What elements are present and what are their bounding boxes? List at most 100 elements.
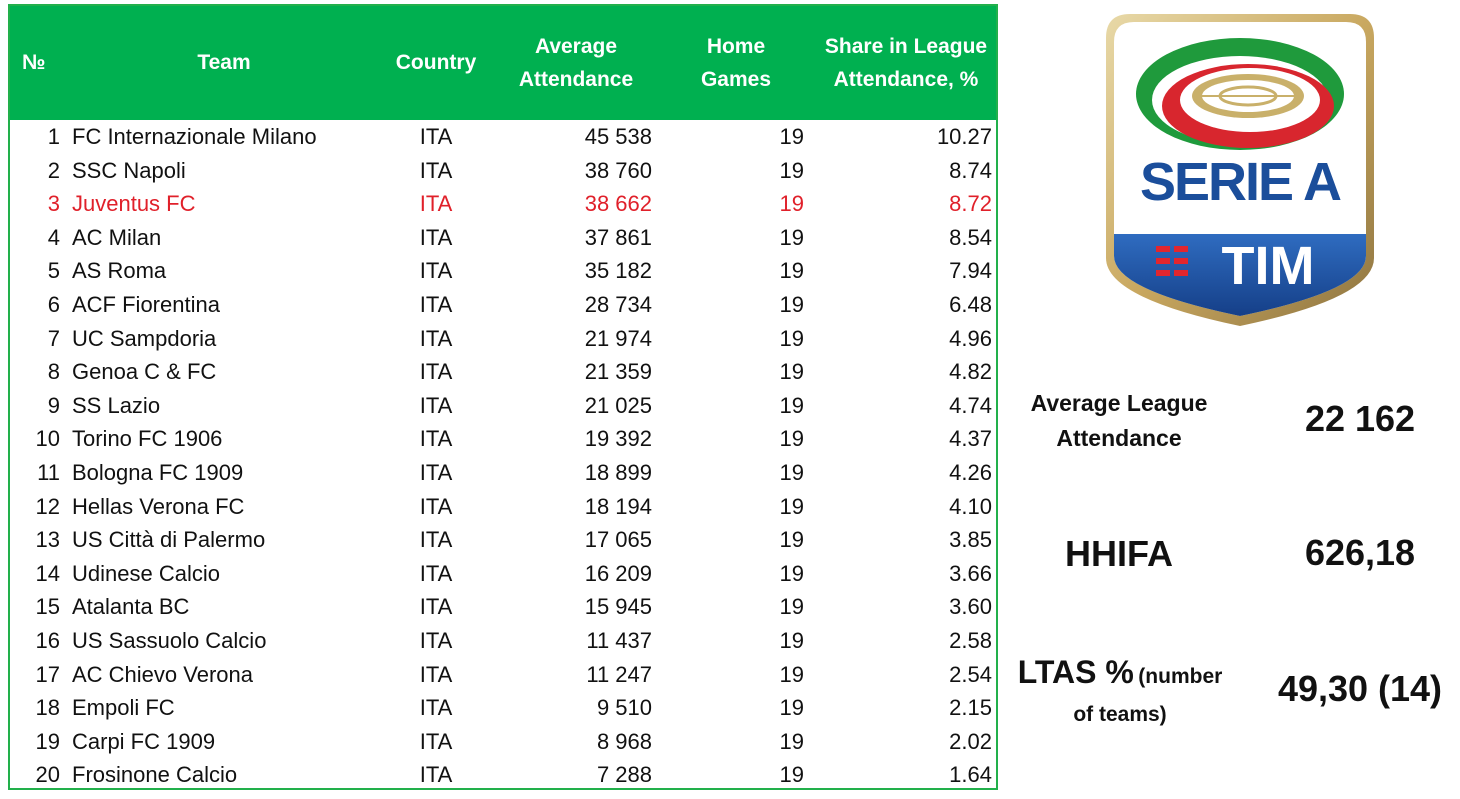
team-name: SSC Napoli [72, 157, 186, 183]
team-name: Juventus FC [72, 191, 196, 217]
country-code: ITA [419, 124, 453, 149]
country-code: ITA [419, 191, 453, 217]
country-code: ITA [419, 728, 453, 754]
share-percent: 3.85 [949, 527, 992, 553]
table-row: 15 Atalanta BC ITA 15 945 19 3.60 [10, 590, 996, 624]
average-attendance: 16 209 [584, 560, 652, 586]
row-number: 11 [37, 459, 60, 485]
share-percent: 4.74 [949, 392, 992, 418]
row-number: 19 [35, 728, 60, 754]
average-attendance: 21 974 [584, 325, 652, 351]
average-attendance: 7 288 [596, 762, 652, 788]
team-name: Udinese Calcio [72, 560, 220, 586]
average-attendance: 15 945 [584, 594, 652, 620]
share-percent: 7.94 [949, 258, 992, 284]
home-games: 19 [779, 426, 804, 452]
share-percent: 2.15 [949, 695, 992, 721]
table-row: 14 Udinese Calcio ITA 16 209 19 3.66 [10, 557, 996, 591]
table-row: 17 AC Chievo Verona ITA 11 247 19 2.54 [10, 658, 996, 692]
average-attendance: 38 662 [584, 191, 652, 217]
home-games: 19 [779, 527, 804, 553]
ltas-value: 49,30 (14) [1277, 668, 1443, 709]
row-number: 7 [47, 325, 60, 351]
row-number: 6 [47, 291, 60, 317]
average-league-attendance-label: Average League Attendance [1030, 390, 1208, 451]
team-name: Frosinone Calcio [72, 762, 238, 788]
home-games: 19 [779, 762, 804, 788]
team-name: Empoli FC [72, 695, 175, 721]
logo-sponsor: TIM [1222, 236, 1315, 296]
row-number: 20 [35, 762, 60, 788]
attendance-table: № Team Country Average Attendance Home Gam… [8, 4, 998, 790]
share-percent: 4.37 [949, 426, 992, 452]
country-code: ITA [419, 527, 453, 553]
home-games: 19 [779, 124, 804, 149]
table-row: 20 Frosinone Calcio ITA 7 288 19 1.64 [10, 758, 996, 792]
table-row: 19 Carpi FC 1909 ITA 8 968 19 2.02 [10, 725, 996, 759]
share-percent: 1.64 [949, 762, 992, 788]
home-games: 19 [779, 459, 804, 485]
home-games: 19 [779, 224, 804, 250]
share-percent: 4.10 [949, 493, 992, 519]
country-code: ITA [419, 157, 453, 183]
row-number: 2 [47, 157, 60, 183]
table-header: № Team Country Average Attendance Home Gam… [10, 6, 996, 120]
header-share: Share in League Attendance, % [824, 35, 988, 91]
average-attendance: 11 247 [586, 661, 652, 687]
hhifa-value: 626,18 [1304, 532, 1416, 573]
share-percent: 4.96 [949, 325, 992, 351]
share-percent: 6.48 [949, 291, 992, 317]
team-name: US Città di Palermo [72, 527, 266, 553]
row-number: 4 [47, 224, 60, 250]
header-average-attendance: Average Attendance [518, 35, 634, 91]
team-name: ACF Fiorentina [72, 291, 220, 317]
ltas-label: LTAS % (number of teams) [1017, 654, 1223, 726]
country-code: ITA [419, 493, 453, 519]
average-attendance: 38 760 [584, 157, 652, 183]
average-attendance: 28 734 [584, 291, 652, 317]
home-games: 19 [779, 560, 804, 586]
average-attendance: 37 861 [584, 224, 652, 250]
country-code: ITA [419, 661, 453, 687]
table-row: 8 Genoa C & FC ITA 21 359 19 4.82 [10, 355, 996, 389]
team-name: US Sassuolo Calcio [72, 627, 267, 653]
share-percent: 4.26 [949, 459, 992, 485]
average-attendance: 21 025 [584, 392, 652, 418]
home-games: 19 [779, 627, 804, 653]
team-name: AS Roma [72, 258, 167, 284]
country-code: ITA [419, 359, 453, 385]
country-code: ITA [419, 258, 453, 284]
row-number: 8 [47, 359, 60, 385]
home-games: 19 [779, 291, 804, 317]
average-attendance: 18 194 [584, 493, 652, 519]
team-name: Carpi FC 1909 [72, 728, 216, 754]
row-number: 12 [35, 493, 60, 519]
hhifa-label: HHIFA [1065, 533, 1173, 574]
table-body: 1 FC Internazionale Milano ITA 45 538 19 10.2… [10, 120, 996, 792]
home-games: 19 [779, 359, 804, 385]
country-code: ITA [419, 459, 453, 485]
table-row: 2 SSC Napoli ITA 38 760 19 8.74 [10, 154, 996, 188]
table-row: 4 AC Milan ITA 37 861 19 8.54 [10, 221, 996, 255]
home-games: 19 [779, 325, 804, 351]
home-games: 19 [779, 695, 804, 721]
average-attendance: 11 437 [586, 627, 652, 653]
home-games: 19 [779, 392, 804, 418]
average-attendance: 8 968 [596, 728, 652, 754]
row-number: 10 [35, 426, 60, 452]
country-code: ITA [419, 594, 453, 620]
row-number: 14 [35, 560, 60, 586]
team-name: FC Internazionale Milano [72, 124, 317, 149]
row-number: 15 [35, 594, 60, 620]
row-number: 17 [35, 661, 60, 687]
country-code: ITA [419, 762, 453, 788]
average-attendance: 19 392 [584, 426, 652, 452]
serie-a-tim-logo: SERIE A TIM [1106, 14, 1374, 326]
average-league-attendance-value: 22 162 [1304, 398, 1416, 439]
team-name: AC Chievo Verona [72, 661, 253, 687]
row-number: 13 [35, 527, 60, 553]
share-percent: 2.02 [949, 728, 992, 754]
table-row: 16 US Sassuolo Calcio ITA 11 437 19 2.58 [10, 624, 996, 658]
average-attendance: 45 538 [584, 124, 652, 149]
country-code: ITA [419, 695, 453, 721]
